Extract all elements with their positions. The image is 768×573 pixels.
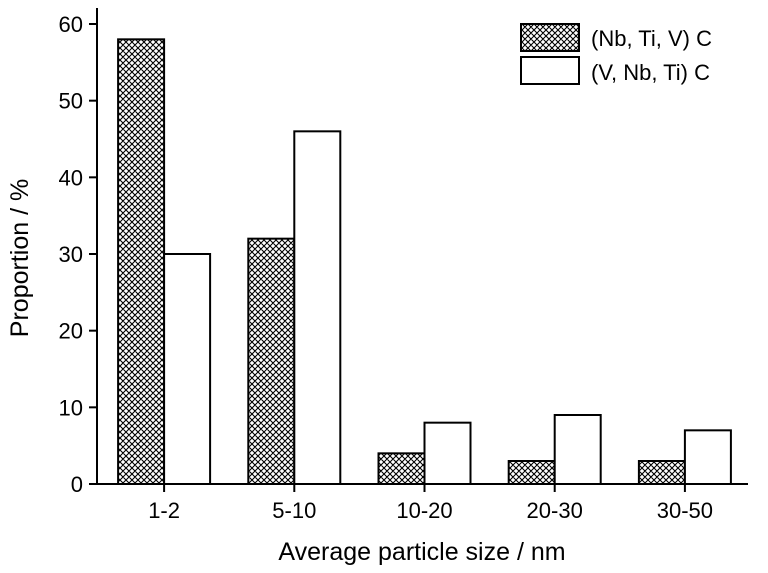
y-tick-label: 60 [59,12,83,37]
x-tick-label: 30-50 [657,498,713,523]
bar-series-2-20-30 [553,414,602,485]
legend-label-series-1: (Nb, Ti, V) C [591,26,712,51]
y-tick-label: 50 [59,89,83,114]
x-tick-label: 10-20 [396,498,452,523]
bar-series-2-30-50 [683,429,732,486]
legend: (Nb, Ti, V) C (V, Nb, Ti) C [520,23,712,85]
bar-series-1-20-30 [507,460,556,485]
bars-layer [117,38,732,486]
y-axis-title: Proportion / % [6,179,34,337]
x-tick-label: 20-30 [527,498,583,523]
legend-swatch-series-2 [520,56,580,85]
bar-series-2-5-10 [293,130,342,485]
y-tick-label: 10 [59,395,83,420]
bar-series-1-10-20 [377,452,426,486]
x-ticks: 1-2 5-10 10-20 20-30 30-50 [148,484,713,523]
y-tick-label: 20 [59,319,83,344]
legend-label-series-2: (V, Nb, Ti) C [591,60,710,85]
bar-series-1-1-2 [117,38,166,485]
bar-series-2-1-2 [163,253,212,485]
bar-series-2-10-20 [423,421,472,485]
x-tick-label: 5-10 [272,498,316,523]
x-axis-title: Average particle size / nm [278,538,565,566]
legend-swatch-series-1 [520,23,580,52]
y-tick-label: 40 [59,165,83,190]
bar-series-1-30-50 [637,460,686,485]
y-ticks: 0 10 20 30 40 50 60 [59,12,97,497]
bar-series-1-5-10 [247,237,296,485]
y-tick-label: 0 [71,472,83,497]
x-tick-label: 1-2 [148,498,180,523]
y-tick-label: 30 [59,242,83,267]
